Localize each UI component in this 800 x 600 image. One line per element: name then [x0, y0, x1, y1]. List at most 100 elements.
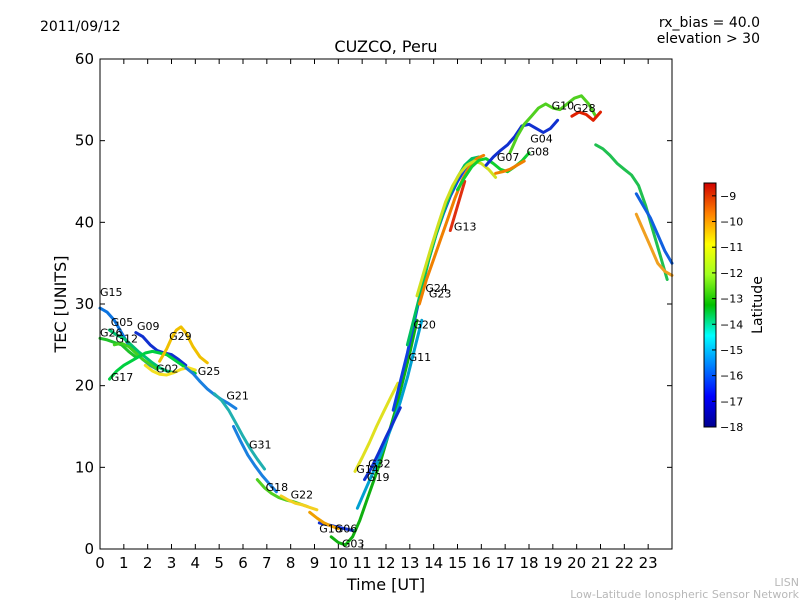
series-line-g03	[329, 318, 419, 547]
series-line-g31	[232, 425, 278, 494]
x-tick-label: 12	[376, 554, 395, 572]
series-line-g23	[415, 159, 498, 298]
series-label-g12: G12	[115, 332, 138, 345]
y-tick-label: 10	[75, 458, 94, 476]
colorbar-tick-label: −14	[720, 318, 743, 331]
colorbar: −9 −10 −11 −12 −13 −14 −15 −16 −17 −18 Latitude	[703, 182, 766, 434]
x-tick-label: 6	[238, 554, 248, 572]
y-tick-label: 0	[84, 540, 94, 558]
series-label-g14: G14	[356, 463, 379, 476]
series-label-g13: G13	[454, 221, 477, 234]
series-line-g30	[634, 212, 674, 277]
series-line-g13	[448, 180, 467, 232]
x-tick-label: 20	[567, 554, 586, 572]
colorbar-tick-label: −10	[720, 216, 743, 229]
series-label-g29: G29	[169, 330, 192, 343]
series-label-g26: G26	[100, 327, 123, 340]
series-label-g05: G05	[111, 316, 134, 329]
colorbar-tick-label: −9	[720, 190, 736, 203]
series-label-g32: G32	[368, 457, 391, 470]
series-line-g22	[279, 494, 319, 512]
series-line-g17	[108, 349, 197, 381]
x-tick-label: 7	[262, 554, 272, 572]
series-label-g24: G24	[425, 282, 448, 295]
series-line-g19	[363, 406, 402, 482]
x-tick-label: 15	[448, 554, 467, 572]
x-tick-label: 23	[639, 554, 658, 572]
x-axis-ticks: 0 1 2 3 4 5 6 7 8 9 10 11 12 13 14 15 16 17 18 19 20 21 22 23	[95, 59, 658, 572]
colorbar-tick-label: −11	[720, 241, 743, 254]
series-label-g06: G06	[335, 523, 358, 536]
series-label-g19: G19	[367, 471, 390, 484]
series-line-g20	[405, 155, 481, 347]
series-label-g09: G09	[137, 320, 160, 333]
y-tick-label: 30	[75, 295, 94, 313]
x-tick-label: 18	[519, 554, 538, 572]
y-tick-label: 40	[75, 213, 94, 231]
series-label-g04: G04	[530, 132, 553, 145]
x-tick-label: 14	[424, 554, 443, 572]
series-label-g11: G11	[409, 351, 432, 364]
x-tick-label: 17	[496, 554, 515, 572]
colorbar-tick-label: −12	[720, 267, 743, 280]
x-tick-label: 5	[214, 554, 224, 572]
series-label-g31: G31	[249, 439, 272, 452]
x-tick-label: 16	[472, 554, 491, 572]
series-label-g23: G23	[429, 287, 452, 300]
colorbar-label: Latitude	[750, 276, 766, 334]
x-tick-label: 19	[543, 554, 562, 572]
series-label-g10: G10	[552, 100, 575, 113]
x-axis-label: Time [UT]	[346, 575, 425, 594]
x-tick-label: 11	[353, 554, 372, 572]
chart-title: CUZCO, Peru	[334, 37, 437, 56]
date-label: 2011/09/12	[40, 19, 121, 35]
x-tick-label: 0	[95, 554, 105, 572]
series-layer	[98, 94, 674, 547]
series-line-g27	[594, 143, 669, 281]
colorbar-tick-label: −15	[720, 344, 743, 357]
series-line-g25	[184, 366, 238, 410]
x-tick-label: 21	[591, 554, 610, 572]
x-tick-label: 2	[143, 554, 153, 572]
colorbar-tick-label: −16	[720, 370, 743, 383]
series-label-g20: G20	[413, 319, 436, 332]
series-line-g01	[634, 192, 674, 265]
series-label-g21: G21	[226, 390, 249, 403]
series-label-g17: G17	[111, 371, 134, 384]
y-tick-label: 50	[75, 132, 94, 150]
series-line-g16	[308, 510, 340, 531]
x-tick-label: 10	[329, 554, 348, 572]
series-label-g15: G15	[100, 286, 123, 299]
x-tick-label: 3	[167, 554, 177, 572]
series-line-g14	[353, 381, 400, 473]
colorbar-tick-label: −18	[720, 421, 743, 434]
series-label-g07: G07	[497, 151, 520, 164]
elevation-label: elevation > 30	[657, 31, 760, 47]
colorbar-tick-label: −13	[720, 293, 743, 306]
colorbar-tick-label: −17	[720, 395, 743, 408]
y-axis-ticks: 0 10 20 30 40 50 60	[75, 50, 672, 558]
y-axis-label: TEC [UNITS]	[51, 256, 70, 354]
rx-bias-label: rx_bias = 40.0	[659, 15, 760, 31]
series-line-g10	[508, 94, 598, 155]
y-tick-label: 60	[75, 50, 94, 68]
footer-network: Low-Latitude Ionospheric Sensor Network	[570, 588, 799, 600]
series-label-g08: G08	[527, 145, 550, 158]
x-tick-label: 1	[119, 554, 129, 572]
x-tick-label: 4	[191, 554, 201, 572]
colorbar-gradient	[703, 182, 717, 428]
x-tick-label: 8	[286, 554, 296, 572]
x-tick-label: 13	[400, 554, 419, 572]
series-label-g28: G28	[573, 102, 596, 115]
series-line-g21	[212, 392, 266, 471]
series-label-g22: G22	[291, 488, 314, 501]
series-label-g16: G16	[319, 523, 342, 536]
series-line-g08	[494, 159, 526, 175]
footer-lisn: LISN	[774, 576, 799, 589]
series-label-g18: G18	[266, 481, 289, 494]
y-tick-label: 20	[75, 377, 94, 395]
series-label-g25: G25	[198, 365, 221, 378]
